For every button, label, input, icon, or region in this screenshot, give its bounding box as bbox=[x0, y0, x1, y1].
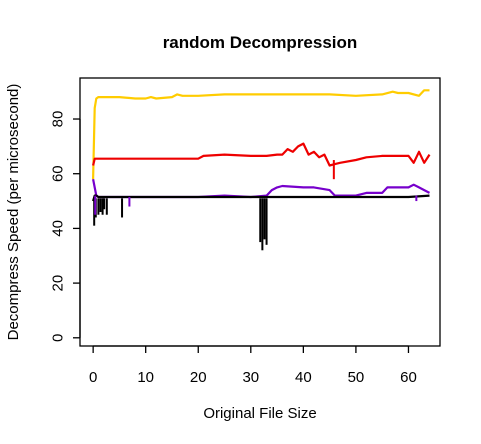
data-layer bbox=[92, 89, 431, 251]
y-tick-label: 40 bbox=[50, 220, 67, 237]
series-line-3 bbox=[92, 178, 431, 199]
series-line-2 bbox=[92, 142, 431, 167]
y-axis: 0 20 40 60 80 bbox=[50, 111, 81, 342]
x-axis: 0 10 20 30 40 50 60 bbox=[89, 345, 417, 386]
x-tick-label: 30 bbox=[242, 369, 259, 386]
y-axis-label: Decompress Speed (per microsecond) bbox=[5, 84, 22, 341]
x-tick-label: 0 bbox=[89, 369, 97, 386]
y-tick-label: 80 bbox=[50, 111, 67, 128]
series-line-4 bbox=[92, 194, 430, 202]
x-tick-label: 40 bbox=[295, 369, 312, 386]
x-tick-label: 10 bbox=[137, 369, 154, 386]
y-tick-label: 60 bbox=[50, 165, 67, 182]
x-tick-label: 20 bbox=[190, 369, 207, 386]
x-axis-label: Original File Size bbox=[203, 405, 316, 422]
y-tick-label: 20 bbox=[50, 275, 67, 292]
y-tick-label: 0 bbox=[50, 334, 67, 342]
x-tick-label: 50 bbox=[348, 369, 365, 386]
chart-title: random Decompression bbox=[163, 33, 358, 52]
series-line-1 bbox=[92, 89, 430, 180]
x-tick-label: 60 bbox=[400, 369, 417, 386]
